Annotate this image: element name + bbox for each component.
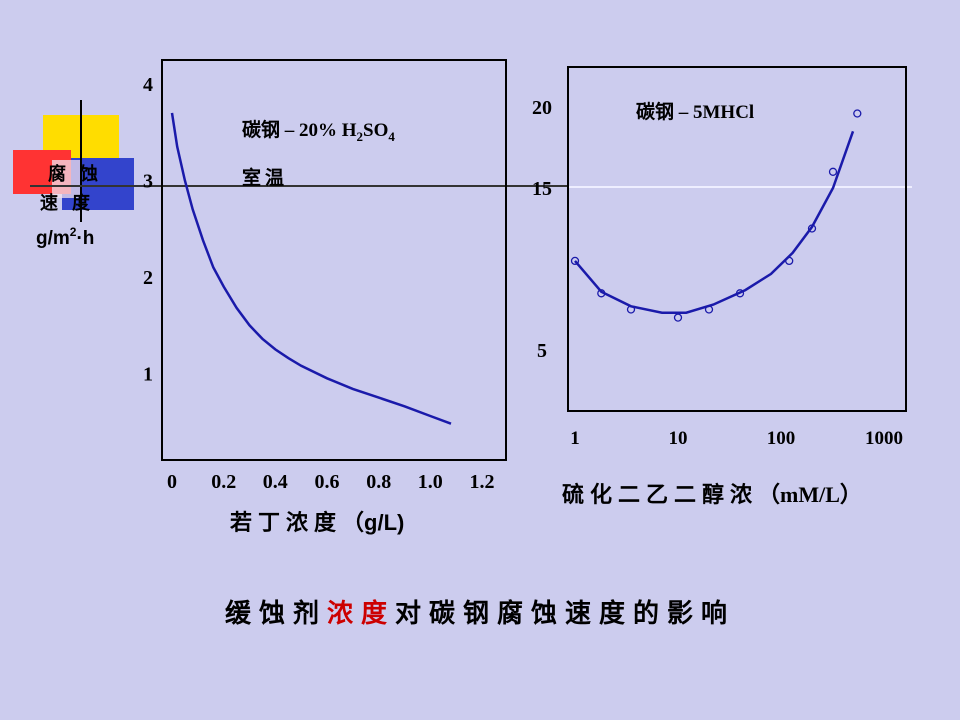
y-axis-label-line1: 腐蚀 <box>48 163 112 185</box>
right-chart-markers <box>570 109 862 322</box>
right-data-marker <box>735 289 745 298</box>
left-xlabel-cn: 若丁浓度 <box>230 510 342 536</box>
deco-light-block <box>52 160 82 198</box>
left-y-tick-label: 3 <box>143 171 153 193</box>
right-data-marker <box>853 109 862 118</box>
left-chart-x-ticks: 0 0.2 0.4 0.6 0.8 1.0 1.2 <box>167 471 495 493</box>
right-chart-annotation: 碳钢 – 5MHCl <box>636 100 754 123</box>
left-x-tick-label: 1.0 <box>418 471 443 493</box>
left-chart-annotation-line1: 碳钢 – 20% H2SO4 <box>242 118 395 144</box>
left-x-tick-label: 0.4 <box>263 471 288 493</box>
right-x-tick-label: 100 <box>767 428 796 449</box>
caption-part1: 缓蚀剂 <box>225 598 327 629</box>
right-data-marker <box>704 305 714 314</box>
caption-part2: 对碳钢腐蚀速度的影响 <box>395 598 735 629</box>
left-chart-annotation-line2: 室温 <box>242 166 288 189</box>
right-chart-x-axis-label: 硫化二乙二醇浓（mM/L） <box>562 482 862 508</box>
left-x-tick-label: 0.8 <box>366 471 391 493</box>
right-chart-x-ticks: 1 10 100 1000 <box>570 428 903 449</box>
y-axis-unit: g/m2·h <box>36 225 94 249</box>
right-chart-y-ticks: 5 15 20 <box>532 97 552 362</box>
left-x-tick-label: 0 <box>167 471 177 493</box>
left-chart-series-line <box>170 112 452 425</box>
left-x-tick-label: 0.6 <box>315 471 340 493</box>
right-data-marker <box>673 313 683 322</box>
left-y-tick-label: 4 <box>143 74 153 96</box>
right-data-marker <box>570 256 580 266</box>
right-xlabel-cn: 硫化二乙二醇浓 <box>562 482 758 508</box>
left-y-tick-label: 1 <box>143 364 153 386</box>
left-annotation-prefix: 碳钢 – 20% H <box>242 118 357 141</box>
y-axis-unit-sup: 2 <box>70 225 77 239</box>
right-x-tick-label: 1000 <box>865 428 903 449</box>
left-x-tick-label: 1.2 <box>470 471 495 493</box>
right-data-marker <box>597 289 606 298</box>
left-chart-x-axis-label: 若丁浓度（g/L) <box>230 510 404 536</box>
left-annotation-sub2: 4 <box>388 129 395 144</box>
right-chart-frame <box>567 66 907 412</box>
y-axis-label-line2: 速度 <box>40 192 104 214</box>
right-data-marker <box>807 224 817 233</box>
right-data-marker <box>785 256 794 266</box>
caption-highlight: 浓度 <box>327 598 395 629</box>
left-x-tick-label: 0.2 <box>211 471 236 493</box>
left-chart-y-ticks: 1 2 3 4 <box>143 74 153 386</box>
y-axis-label: 腐蚀 速度 g/m2·h <box>36 163 112 249</box>
left-annotation-mid: SO <box>363 120 388 141</box>
right-data-marker <box>626 305 636 314</box>
left-y-tick-label: 2 <box>143 267 153 289</box>
left-annotation-sub1: 2 <box>357 129 364 144</box>
right-chart: 5 15 20 1 10 100 1000 碳钢 – 5MHCl 硫化二乙二醇浓（mM/L… <box>532 66 907 508</box>
right-xlabel-unit: （mM/L） <box>758 482 862 507</box>
right-y-tick-label: 15 <box>532 178 552 200</box>
right-y-tick-label: 5 <box>537 340 547 362</box>
left-chart-frame <box>161 59 507 461</box>
y-axis-unit-base: g/m <box>36 228 70 249</box>
slide-caption: 缓蚀剂浓度对碳钢腐蚀速度的影响 <box>225 598 735 629</box>
right-x-tick-label: 10 <box>669 428 688 449</box>
y-axis-unit-tail: ·h <box>76 228 94 249</box>
right-annotation-prefix: 碳钢 – 5MHCl <box>636 100 754 123</box>
right-data-marker <box>828 167 838 176</box>
right-y-tick-label: 20 <box>532 97 552 119</box>
left-xlabel-unit: （g/L) <box>342 510 404 535</box>
right-x-tick-label: 1 <box>570 428 580 449</box>
decorative-blocks <box>13 100 912 222</box>
right-chart-series-line <box>574 130 855 314</box>
